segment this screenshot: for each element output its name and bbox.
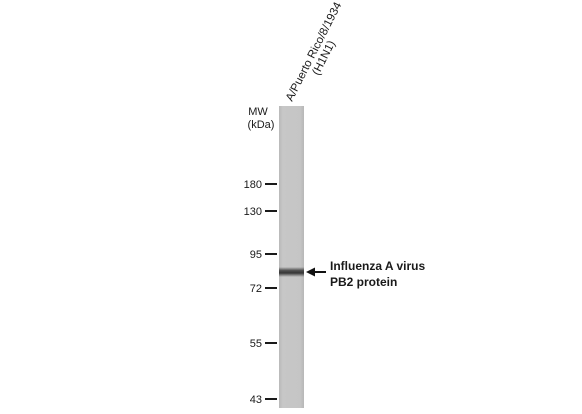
marker-label: 180 xyxy=(244,179,262,191)
marker-180: 180 xyxy=(244,179,277,191)
lane-label: A/Puerto Rico/8/1934 xyxy=(284,0,345,103)
band-annotation-line1: Influenza A virus xyxy=(330,259,425,273)
protein-band xyxy=(279,267,304,277)
marker-label: 72 xyxy=(250,283,262,295)
marker-label: 55 xyxy=(250,338,262,350)
marker-label: 130 xyxy=(244,206,262,218)
marker-55: 55 xyxy=(250,338,277,350)
marker-label: 43 xyxy=(250,394,262,406)
gel-lane xyxy=(279,106,304,408)
marker-95: 95 xyxy=(250,249,277,261)
marker-43: 43 xyxy=(250,394,277,406)
marker-72: 72 xyxy=(250,283,277,295)
mw-unit-label: (kDa) xyxy=(248,119,275,131)
band-annotation-line2: PB2 protein xyxy=(330,275,397,289)
band-arrow-icon xyxy=(306,267,326,277)
lane-label-line1: A/Puerto Rico/8/1934 xyxy=(284,0,345,103)
marker-label: 95 xyxy=(250,249,262,261)
marker-130: 130 xyxy=(244,206,277,218)
mw-label: MW xyxy=(248,106,268,118)
